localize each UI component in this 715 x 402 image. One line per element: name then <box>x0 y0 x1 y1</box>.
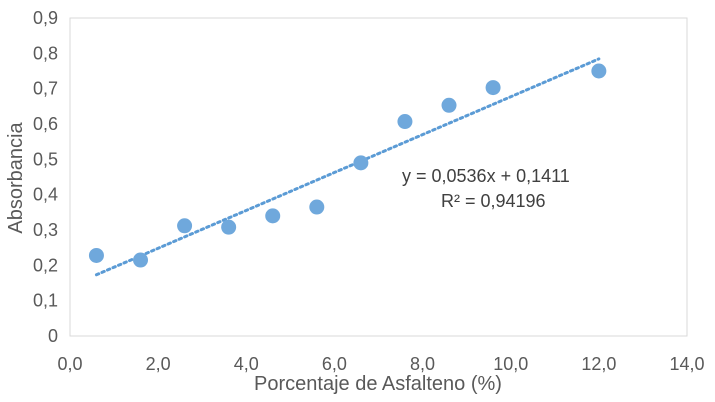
y-tick-label: 0,3 <box>33 220 58 240</box>
data-point <box>88 247 104 263</box>
x-axis-title: Porcentaje de Asfalteno (%) <box>254 373 502 395</box>
x-tick-label: 8,0 <box>410 354 435 374</box>
trendline-equation: y = 0,0536x + 0,1411 <box>402 166 570 186</box>
y-axis-title: Absorbancia <box>5 122 27 234</box>
data-point <box>221 219 237 235</box>
y-tick-label: 0,1 <box>33 291 58 311</box>
y-tick-label: 0,7 <box>33 79 58 99</box>
data-point <box>265 208 281 224</box>
y-tick-label: 0,2 <box>33 255 58 275</box>
data-point <box>309 199 325 215</box>
y-tick-label: 0,9 <box>33 8 58 28</box>
x-tick-label: 2,0 <box>146 354 171 374</box>
y-tick-label: 0,5 <box>33 149 58 169</box>
trendline-r2: R² = 0,94196 <box>441 191 546 211</box>
data-points <box>88 63 607 268</box>
x-axis-tick-labels: 0,0 2,0 4,0 6,0 8,0 10,0 12,0 14,0 <box>57 354 704 374</box>
y-axis-tick-labels: 0 0,1 0,2 0,3 0,4 0,5 0,6 0,7 0,8 0,9 <box>33 8 58 346</box>
data-point <box>397 114 413 130</box>
y-tick-label: 0 <box>48 326 58 346</box>
x-tick-label: 10,0 <box>493 354 528 374</box>
data-point <box>485 80 501 96</box>
data-point <box>441 97 457 113</box>
y-tick-label: 0,6 <box>33 114 58 134</box>
x-tick-label: 6,0 <box>322 354 347 374</box>
x-tick-label: 0,0 <box>57 354 82 374</box>
data-point <box>177 218 193 234</box>
x-tick-label: 14,0 <box>669 354 704 374</box>
y-tick-label: 0,4 <box>33 185 58 205</box>
x-tick-label: 12,0 <box>581 354 616 374</box>
x-tick-label: 4,0 <box>234 354 259 374</box>
plot-area-border <box>69 17 688 337</box>
y-tick-label: 0,8 <box>33 43 58 63</box>
data-point <box>133 252 149 268</box>
trendline <box>94 57 601 277</box>
data-point <box>353 155 369 171</box>
data-point <box>591 63 607 79</box>
